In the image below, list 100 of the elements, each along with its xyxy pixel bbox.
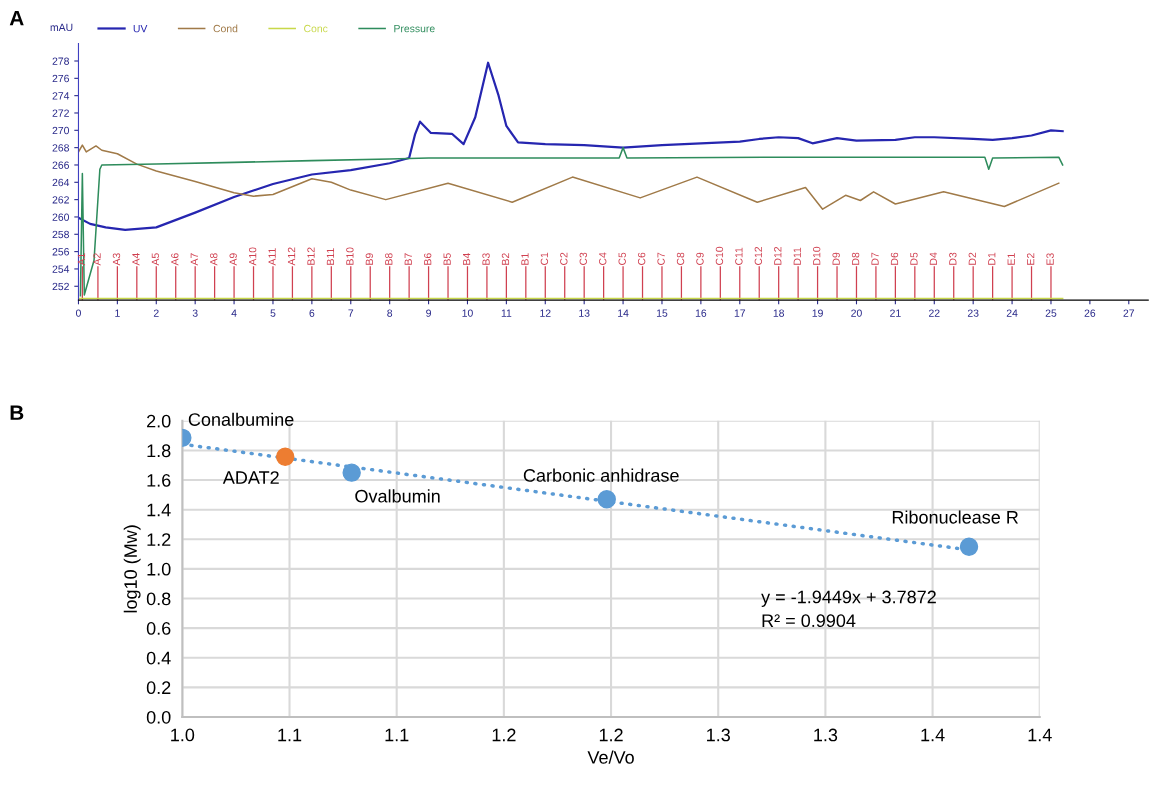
y-tick-label: 256 bbox=[52, 248, 69, 256]
y-tick-label: 0.2 bbox=[146, 681, 171, 695]
y-tick-label: 258 bbox=[52, 230, 69, 239]
y-tick-label: 272 bbox=[52, 109, 69, 117]
ref-line-label: D9 bbox=[832, 252, 840, 265]
point bbox=[276, 447, 295, 467]
ref-line-label: A3 bbox=[112, 253, 121, 266]
ref-line-label: C6 bbox=[637, 252, 646, 265]
x-tick-label: 6 bbox=[309, 309, 315, 317]
x-tick-label: 1.2 bbox=[492, 728, 516, 742]
x-tick-label: 1.2 bbox=[599, 728, 623, 742]
ref-line-label: C12 bbox=[754, 246, 763, 265]
ref-line-label: A1 bbox=[77, 253, 86, 266]
x-tick-label: 16 bbox=[695, 309, 707, 317]
x-tick-label: 22 bbox=[929, 309, 940, 317]
x-tick-label: 27 bbox=[1123, 309, 1135, 317]
x-tick-label: 26 bbox=[1084, 309, 1096, 317]
ref-line-label: E2 bbox=[1026, 253, 1035, 265]
line-series bbox=[78, 61, 1064, 232]
x-tick-label: 14 bbox=[618, 309, 629, 317]
ref-line-label: A4 bbox=[132, 253, 140, 266]
ref-line-label: A7 bbox=[190, 253, 198, 266]
x-tick-label: 2 bbox=[153, 309, 159, 317]
x-tick-label: 8 bbox=[387, 309, 393, 317]
x-tick-label: 9 bbox=[426, 309, 431, 317]
x-tick-label: 13 bbox=[579, 309, 590, 317]
y-tick-label: 0.8 bbox=[146, 592, 171, 606]
annotation: Carbonic anhidrase bbox=[523, 468, 679, 482]
y-tick-label: 270 bbox=[52, 126, 70, 135]
ref-line-label: D7 bbox=[871, 252, 879, 265]
ref-line-label: A9 bbox=[229, 253, 237, 266]
y-tick-label: 266 bbox=[52, 161, 69, 169]
ref-line-label: C4 bbox=[599, 252, 607, 265]
legend-label: Pressure bbox=[394, 24, 435, 33]
y-tick-label: 1.0 bbox=[147, 562, 171, 576]
ref-line-label: D6 bbox=[890, 252, 899, 265]
x-tick-label: 4 bbox=[231, 309, 237, 317]
y-tick-label: 0.4 bbox=[146, 651, 171, 665]
x-tick-label: 1.3 bbox=[707, 728, 730, 742]
ref-line-label: B4 bbox=[463, 253, 471, 265]
ref-line-label: D1 bbox=[988, 252, 996, 265]
ref-line-label: D3 bbox=[949, 252, 957, 265]
y-axis-title: mAU bbox=[50, 23, 73, 32]
annotation: ADAT2 bbox=[222, 471, 279, 484]
ref-line-label: D10 bbox=[813, 246, 821, 265]
ref-line-label: B5 bbox=[443, 253, 451, 265]
x-tick-label: 17 bbox=[734, 309, 746, 317]
ref-line-label: E1 bbox=[1007, 253, 1015, 265]
x-tick-label: 1.4 bbox=[921, 728, 945, 742]
ref-line-label: B7 bbox=[404, 253, 412, 265]
legend-label: Cond bbox=[213, 24, 238, 33]
y-tick-label: 264 bbox=[52, 178, 70, 187]
y-tick-label: 268 bbox=[52, 144, 69, 152]
point bbox=[342, 463, 361, 482]
annotation: R² = 0.9904 bbox=[762, 614, 856, 628]
ref-line-label: B12 bbox=[307, 247, 315, 265]
ref-line-label: B10 bbox=[346, 247, 354, 265]
ref-line-label: C3 bbox=[579, 252, 587, 265]
x-tick-label: 12 bbox=[540, 309, 551, 317]
annotation: Conalbumine bbox=[188, 412, 294, 426]
ref-line-label: B3 bbox=[482, 253, 490, 265]
ref-line-label: D4 bbox=[929, 252, 937, 265]
y-tick-label: 1.2 bbox=[147, 533, 171, 546]
ref-line-label: D5 bbox=[910, 252, 918, 265]
x-tick-label: 11 bbox=[501, 309, 512, 317]
ref-line-label: C8 bbox=[676, 252, 685, 265]
y-tick-label: 1.8 bbox=[147, 444, 171, 458]
legend-label: UV bbox=[133, 24, 148, 33]
ref-line-label: A11 bbox=[268, 248, 276, 266]
y-tick-label: 262 bbox=[52, 196, 69, 204]
ref-line-label: C7 bbox=[657, 252, 665, 265]
ref-line-label: A12 bbox=[287, 247, 296, 266]
x-tick-label: 24 bbox=[1006, 309, 1018, 317]
x-tick-label: 15 bbox=[656, 309, 668, 317]
y-tick-label: 252 bbox=[52, 282, 69, 291]
ref-line-label: A8 bbox=[210, 253, 218, 266]
ref-line-label: A6 bbox=[171, 253, 179, 266]
x-tick-label: 25 bbox=[1045, 309, 1057, 317]
y-tick-label: 276 bbox=[52, 74, 69, 83]
ref-line-label: D2 bbox=[968, 252, 976, 265]
ref-line-label: D8 bbox=[851, 252, 860, 265]
point bbox=[597, 490, 616, 509]
x-tick-label: 10 bbox=[462, 309, 473, 317]
x-tick-label: 1.4 bbox=[1028, 728, 1052, 742]
x-tick-label: 1 bbox=[115, 309, 120, 317]
x-tick-label: 20 bbox=[851, 309, 862, 317]
ref-line-label: C11 bbox=[735, 247, 743, 265]
x-tick-label: 18 bbox=[773, 309, 785, 317]
y-tick-label: 0.0 bbox=[146, 710, 171, 724]
ref-line-label: B6 bbox=[423, 253, 432, 265]
ref-line-label: D11 bbox=[793, 247, 801, 265]
y-tick-label: 1.6 bbox=[147, 473, 171, 487]
ref-line-label: B1 bbox=[521, 253, 529, 265]
ref-line-label: E3 bbox=[1046, 253, 1054, 265]
x-tick-label: 21 bbox=[890, 309, 901, 317]
y-tick-label: 254 bbox=[52, 265, 70, 273]
x-axis-title: Ve/Vo bbox=[587, 750, 634, 764]
ref-line-label: A2 bbox=[93, 253, 101, 266]
y-tick-label: 278 bbox=[52, 57, 69, 65]
ref-line-label: D12 bbox=[774, 246, 782, 265]
